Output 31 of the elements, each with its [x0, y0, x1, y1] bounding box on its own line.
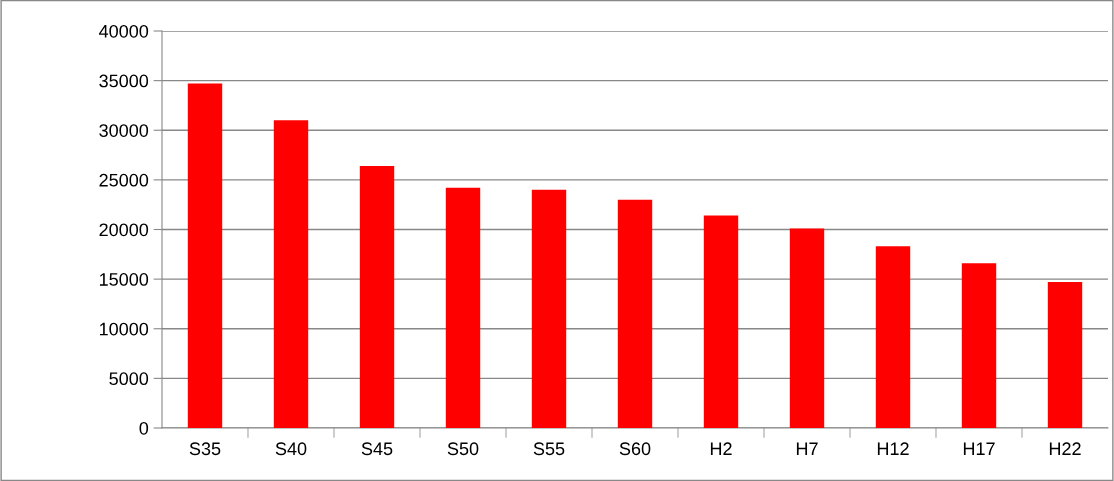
x-tick-label: H2	[710, 442, 732, 455]
x-tick-label: S55	[533, 442, 565, 456]
x-tick-label: S50	[447, 442, 479, 456]
bar	[187, 83, 223, 428]
bar	[789, 228, 825, 428]
x-tick-label: H22	[1049, 442, 1081, 455]
bar	[359, 165, 395, 428]
y-tick-label: 30000	[99, 124, 149, 137]
y-tick-label: 5000	[109, 372, 149, 386]
bar	[617, 199, 653, 428]
y-tick-label: 35000	[99, 74, 149, 88]
y-tick-label: 20000	[99, 223, 149, 237]
y-tick-label: 0	[139, 421, 149, 435]
y-tick-label: 15000	[99, 273, 149, 286]
bar	[1047, 282, 1083, 428]
x-tick-label: H7	[796, 442, 818, 455]
bar	[875, 246, 911, 428]
x-tick-label: H12	[877, 442, 909, 455]
bar	[961, 263, 997, 428]
x-tick-label: S40	[275, 442, 307, 456]
y-tick-label: 10000	[99, 322, 149, 336]
bar	[273, 120, 309, 428]
y-tick-label: 25000	[99, 173, 149, 187]
x-tick-label: S60	[619, 442, 651, 456]
x-tick-label: S35	[189, 442, 221, 456]
bar	[703, 215, 739, 428]
x-tick-label: S45	[361, 442, 393, 456]
bar	[531, 189, 567, 428]
bar	[445, 187, 481, 428]
y-tick-label: 40000	[99, 24, 149, 38]
x-tick-label: H17	[963, 442, 995, 455]
